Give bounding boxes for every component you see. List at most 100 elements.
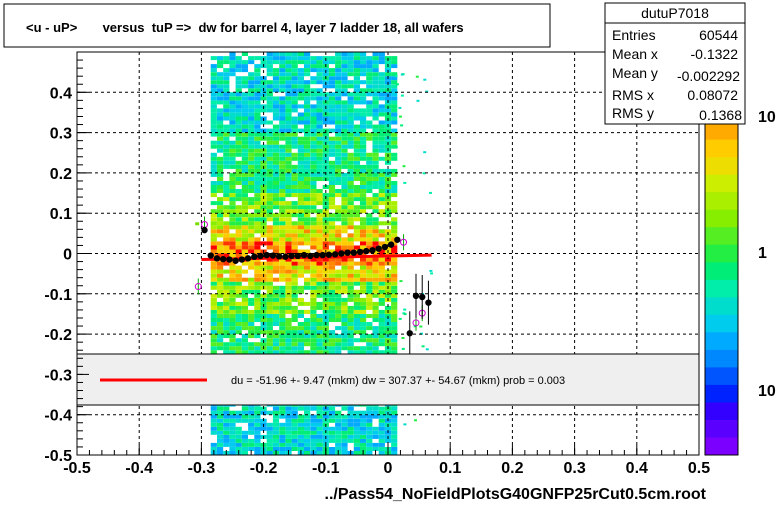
- heatmap-cell: [248, 334, 255, 339]
- heatmap-cell: [260, 108, 267, 113]
- heatmap-cell: [322, 132, 329, 137]
- heatmap-cell: [328, 160, 336, 165]
- heatmap-cell: [254, 229, 261, 234]
- heatmap-cell: [372, 301, 379, 306]
- heatmap-cell: [391, 422, 398, 427]
- heatmap-cell: [378, 156, 385, 161]
- heatmap-cell: [223, 136, 230, 141]
- heatmap-cell: [291, 326, 298, 331]
- heatmap-cell: [210, 245, 217, 250]
- heatmap-cell: [248, 88, 255, 93]
- heatmap-cell: [335, 217, 342, 222]
- heatmap-cell: [353, 213, 360, 218]
- heatmap-cell: [223, 108, 230, 113]
- heatmap-cell: [291, 96, 298, 101]
- heatmap-cell: [260, 426, 267, 431]
- heatmap-cell: [353, 314, 360, 318]
- heatmap-cell: [241, 269, 248, 274]
- heatmap-cell: [279, 309, 286, 314]
- heatmap-cell: [229, 112, 236, 117]
- heatmap-cell: [210, 447, 217, 451]
- heatmap-cell: [285, 289, 292, 294]
- palette-swatch: [705, 174, 738, 193]
- heatmap-cell: [272, 301, 280, 306]
- heatmap-cell: [347, 201, 354, 206]
- heatmap-cell: [291, 128, 298, 133]
- heatmap-cell: [391, 136, 398, 141]
- heatmap-cell: [272, 285, 280, 290]
- heatmap-cell: [266, 104, 273, 109]
- heatmap-cell: [335, 414, 342, 419]
- heatmap-cell: [341, 245, 348, 250]
- heatmap-cell: [347, 426, 354, 431]
- heatmap-cell: [223, 269, 230, 274]
- palette-swatch: [705, 420, 738, 438]
- heatmap-cell: [235, 96, 242, 101]
- heatmap-cell: [266, 451, 273, 455]
- heatmap-cell: [229, 72, 236, 77]
- heatmap-cell: [254, 64, 261, 69]
- heatmap-cell: [372, 185, 379, 189]
- heatmap-cell: [241, 124, 248, 129]
- heatmap-cell: [223, 116, 230, 121]
- heatmap-cell: [353, 136, 360, 141]
- heatmap-cell: [272, 128, 280, 133]
- heatmap-cell: [210, 406, 217, 411]
- heatmap-cell: [335, 144, 342, 149]
- heatmap-cell: [229, 237, 236, 242]
- heatmap-cell: [297, 185, 304, 189]
- heatmap-cell: [210, 193, 217, 198]
- heatmap-cell: [279, 245, 286, 250]
- heatmap-cell: [399, 115, 402, 118]
- heatmap-cell: [372, 172, 379, 177]
- heatmap-cell: [217, 326, 224, 331]
- heatmap-cell: [217, 430, 224, 435]
- heatmap-cell: [241, 160, 248, 165]
- heatmap-cell: [310, 88, 317, 93]
- heatmap-cell: [254, 442, 261, 447]
- heatmap-cell: [310, 434, 317, 439]
- heatmap-cell: [310, 168, 317, 173]
- heatmap-cell: [353, 197, 360, 202]
- heatmap-cell: [391, 414, 398, 419]
- heatmap-cell: [248, 430, 255, 435]
- heatmap-cell: [279, 128, 286, 133]
- heatmap-cell: [310, 334, 317, 339]
- heatmap-cell: [272, 172, 280, 177]
- heatmap-cell: [248, 72, 255, 77]
- heatmap-cell: [223, 144, 230, 149]
- heatmap-cell: [347, 257, 354, 262]
- heatmap-cell: [341, 120, 348, 125]
- heatmap-cell: [310, 426, 317, 431]
- heatmap-cell: [316, 168, 323, 173]
- heatmap-cell: [279, 221, 286, 226]
- heatmap-cell: [304, 213, 311, 218]
- heatmap-cell: [353, 128, 360, 133]
- heatmap-cell: [229, 64, 236, 69]
- heatmap-cell: [328, 148, 336, 153]
- heatmap-cell: [248, 185, 255, 189]
- heatmap-cell: [223, 426, 230, 431]
- heatmap-cell: [347, 297, 354, 302]
- heatmap-cell: [248, 297, 255, 302]
- heatmap-cell: [316, 201, 323, 206]
- heatmap-cell: [248, 422, 255, 427]
- heatmap-cell: [398, 106, 402, 109]
- heatmap-cell: [316, 249, 323, 254]
- heatmap-cell: [378, 438, 385, 443]
- heatmap-cell: [229, 205, 236, 210]
- heatmap-cell: [235, 177, 242, 181]
- heatmap-cell: [347, 100, 354, 105]
- heatmap-cell: [353, 225, 360, 230]
- stats-label-rms-x: RMS x: [612, 87, 654, 103]
- heatmap-cell: [322, 193, 329, 198]
- heatmap-cell: [335, 60, 342, 65]
- heatmap-cell: [360, 205, 367, 210]
- heatmap-cell: [291, 261, 298, 266]
- heatmap-cell: [341, 318, 348, 322]
- heatmap-cell: [297, 172, 304, 177]
- profile-point: [269, 252, 277, 259]
- heatmap-cell: [217, 112, 224, 117]
- heatmap-cell: [297, 217, 304, 222]
- heatmap-cell: [316, 277, 323, 282]
